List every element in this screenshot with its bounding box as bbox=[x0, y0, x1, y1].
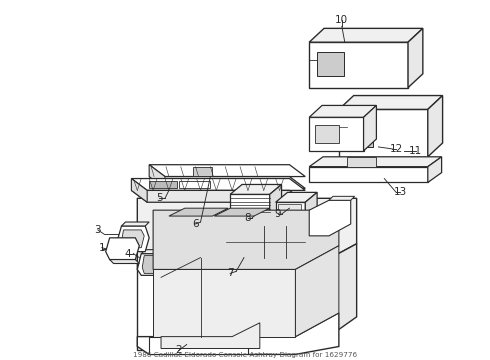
Polygon shape bbox=[131, 190, 305, 202]
Polygon shape bbox=[309, 157, 441, 167]
Polygon shape bbox=[193, 167, 212, 176]
Polygon shape bbox=[428, 157, 441, 183]
Text: 12: 12 bbox=[390, 144, 403, 154]
Polygon shape bbox=[141, 250, 169, 254]
Polygon shape bbox=[309, 200, 351, 236]
Polygon shape bbox=[309, 167, 428, 183]
Text: 5: 5 bbox=[156, 193, 162, 203]
Polygon shape bbox=[149, 165, 165, 188]
Polygon shape bbox=[309, 42, 408, 87]
Polygon shape bbox=[315, 125, 339, 143]
Text: 10: 10 bbox=[335, 15, 348, 26]
Polygon shape bbox=[317, 52, 344, 76]
Text: 11: 11 bbox=[409, 146, 422, 156]
Polygon shape bbox=[179, 180, 210, 188]
Text: 1: 1 bbox=[98, 243, 105, 253]
Text: 3: 3 bbox=[95, 225, 101, 235]
Polygon shape bbox=[305, 192, 317, 218]
Text: 6: 6 bbox=[192, 219, 199, 229]
Polygon shape bbox=[339, 95, 442, 109]
Polygon shape bbox=[230, 184, 282, 194]
Polygon shape bbox=[339, 109, 428, 157]
Polygon shape bbox=[305, 216, 319, 258]
Polygon shape bbox=[295, 246, 339, 337]
Polygon shape bbox=[347, 119, 373, 147]
Text: 7: 7 bbox=[227, 269, 234, 278]
Polygon shape bbox=[106, 238, 139, 260]
Polygon shape bbox=[169, 208, 228, 216]
Polygon shape bbox=[149, 176, 305, 188]
Polygon shape bbox=[137, 254, 169, 275]
Polygon shape bbox=[278, 204, 301, 216]
Polygon shape bbox=[214, 208, 270, 216]
Polygon shape bbox=[347, 157, 376, 167]
Polygon shape bbox=[309, 117, 364, 151]
Polygon shape bbox=[131, 179, 305, 190]
Polygon shape bbox=[137, 198, 357, 269]
Polygon shape bbox=[137, 269, 309, 350]
Polygon shape bbox=[118, 226, 149, 252]
Polygon shape bbox=[149, 165, 305, 176]
Text: 13: 13 bbox=[393, 187, 407, 197]
Polygon shape bbox=[276, 202, 305, 218]
Polygon shape bbox=[226, 216, 319, 226]
Polygon shape bbox=[161, 323, 260, 348]
Polygon shape bbox=[309, 105, 376, 117]
Text: 4: 4 bbox=[124, 249, 131, 258]
Polygon shape bbox=[137, 313, 339, 354]
Polygon shape bbox=[149, 180, 177, 188]
Polygon shape bbox=[142, 256, 164, 273]
Text: 9: 9 bbox=[274, 209, 281, 219]
Polygon shape bbox=[153, 269, 295, 337]
Polygon shape bbox=[230, 194, 270, 216]
Polygon shape bbox=[226, 226, 305, 258]
Polygon shape bbox=[122, 230, 144, 248]
Polygon shape bbox=[428, 95, 442, 157]
Polygon shape bbox=[110, 260, 139, 264]
Polygon shape bbox=[153, 210, 339, 269]
Polygon shape bbox=[329, 196, 355, 200]
Polygon shape bbox=[276, 192, 317, 202]
Polygon shape bbox=[309, 28, 423, 42]
Polygon shape bbox=[149, 337, 248, 354]
Polygon shape bbox=[364, 105, 376, 151]
Polygon shape bbox=[270, 184, 282, 216]
Text: 2: 2 bbox=[175, 346, 182, 355]
Polygon shape bbox=[408, 28, 423, 87]
Text: 1986 Cadillac Eldorado Console Ashtray Diagram for 1629776: 1986 Cadillac Eldorado Console Ashtray D… bbox=[133, 352, 357, 359]
Polygon shape bbox=[131, 179, 147, 202]
Polygon shape bbox=[122, 222, 149, 226]
Polygon shape bbox=[309, 244, 357, 350]
Text: 8: 8 bbox=[245, 213, 251, 223]
